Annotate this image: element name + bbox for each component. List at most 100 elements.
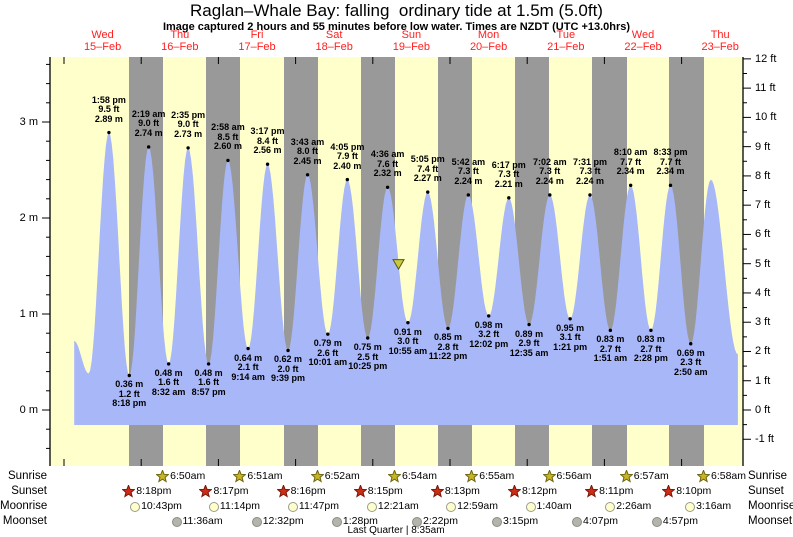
sunset-item: 8:17pm xyxy=(199,485,248,498)
day-label: Wed 15–Feb xyxy=(83,29,122,53)
moonrise-time: 10:43pm xyxy=(141,500,182,512)
night-band xyxy=(129,57,164,466)
sunrise-item: 6:57am xyxy=(619,470,669,483)
sunrise-item: 6:50am xyxy=(156,470,205,483)
sun-moon-rows: Sunrise Sunrise Sunset Sunset Moonrise Moonri… xyxy=(0,466,793,537)
night-band xyxy=(514,57,550,466)
sunrise-star-icon xyxy=(542,470,556,483)
sunrise-time: 6:55am xyxy=(479,470,515,482)
row-label-right: Sunrise xyxy=(748,470,787,482)
sunset-time: 8:13pm xyxy=(444,485,480,497)
m-tick-label: 0 m xyxy=(19,404,38,416)
sunrise-item: 6:52am xyxy=(310,470,360,483)
m-tick-label: 3 m xyxy=(19,116,38,128)
sunrise-star-icon xyxy=(233,470,247,483)
night-band xyxy=(206,57,241,466)
moonrise-time: 3:16am xyxy=(696,500,732,512)
sunset-item: 8:13pm xyxy=(430,485,480,498)
row-label-left: Moonset xyxy=(2,515,47,527)
moonset-time: 12:32pm xyxy=(262,515,304,527)
sunrise-star-icon xyxy=(697,470,710,483)
ft-tick-label: 9 ft xyxy=(755,140,771,153)
sunset-time: 8:12pm xyxy=(521,485,557,497)
ft-tick-label: 6 ft xyxy=(755,228,771,241)
day-label: Wed 22–Feb xyxy=(624,29,662,53)
sunrise-time: 6:56am xyxy=(556,470,592,482)
moonset-moon-icon xyxy=(331,516,342,527)
moonrise-item: 12:21am xyxy=(366,500,419,513)
sunrise-item: 6:51am xyxy=(233,470,282,483)
moonrise-time: 11:14pm xyxy=(219,500,261,512)
sunset-time: 8:16pm xyxy=(290,485,326,497)
ft-tick-label: 11 ft xyxy=(755,82,776,95)
sunset-star-icon xyxy=(276,485,290,498)
ft-tick-label: 1 ft xyxy=(755,374,771,387)
day-label: Sun 19–Feb xyxy=(392,29,431,53)
ft-tick-label: 8 ft xyxy=(755,169,771,182)
moonrise-item: 2:26am xyxy=(605,500,651,513)
sunset-time: 8:17pm xyxy=(213,485,249,497)
sunset-item: 8:10pm xyxy=(662,485,711,498)
moonset-item: 3:15pm xyxy=(492,515,538,528)
moonrise-item: 1:40am xyxy=(525,500,572,513)
moonrise-moon-icon xyxy=(366,501,377,512)
row-label-left: Moonrise xyxy=(0,500,48,512)
moonset-item: 4:57pm xyxy=(651,515,698,528)
sunset-item: 8:12pm xyxy=(507,485,557,498)
day-label: Sat 18–Feb xyxy=(315,29,353,53)
moonrise-time: 2:26am xyxy=(616,500,652,512)
sunset-time: 8:10pm xyxy=(676,485,712,497)
sunrise-star-icon xyxy=(619,470,633,483)
sunset-item: 8:15pm xyxy=(353,485,403,498)
sunrise-time: 6:52am xyxy=(324,470,360,482)
moonset-time: 4:07pm xyxy=(583,515,619,527)
sunrise-time: 6:51am xyxy=(247,470,283,482)
moonrise-moon-icon xyxy=(525,501,536,512)
sunset-star-icon xyxy=(662,485,676,498)
moonset-moon-icon xyxy=(651,516,662,527)
moonrise-item: 12:59am xyxy=(446,500,498,513)
sunrise-item: 6:58am xyxy=(697,470,746,483)
night-band xyxy=(437,57,473,466)
moonrise-moon-icon xyxy=(287,501,298,512)
moonrise-moon-icon xyxy=(208,501,219,512)
sunset-star-icon xyxy=(353,485,367,498)
m-tick-label: 1 m xyxy=(19,308,38,320)
moonrise-time: 11:47pm xyxy=(298,500,339,512)
sunrise-star-icon xyxy=(310,470,324,483)
row-label-left: Sunset xyxy=(11,485,47,497)
moonset-moon-icon xyxy=(412,516,422,527)
moonrise-item: 11:14pm xyxy=(208,500,261,513)
moonset-time: 11:36am xyxy=(182,515,223,527)
night-band xyxy=(592,57,627,466)
moonset-item: 4:07pm xyxy=(572,515,618,528)
ft-tick-label: 3 ft xyxy=(755,316,771,329)
plot-area xyxy=(50,57,743,466)
sunset-star-icon xyxy=(507,485,521,498)
day-label: Thu 16–Feb xyxy=(161,29,199,53)
moonset-time: 1:28pm xyxy=(342,515,378,527)
row-label-left: Sunrise xyxy=(8,470,47,482)
sunset-time: 8:18pm xyxy=(136,485,172,497)
sunrise-time: 6:50am xyxy=(170,470,206,482)
moonset-moon-icon xyxy=(251,516,262,527)
moonset-time: 4:57pm xyxy=(662,515,698,527)
moonset-moon-icon xyxy=(572,516,583,527)
moonrise-item: 3:16am xyxy=(685,500,731,513)
row-label-right: Moonset xyxy=(748,515,793,527)
sunrise-time: 6:58am xyxy=(711,470,747,482)
day-label: Mon 20–Feb xyxy=(469,29,508,53)
moonset-item: 11:36am xyxy=(171,515,223,528)
ft-tick-label: -1 ft xyxy=(755,433,774,446)
moonrise-time: 1:40am xyxy=(536,500,572,512)
sunset-time: 8:11pm xyxy=(599,485,634,497)
sunrise-item: 6:54am xyxy=(387,470,437,483)
moonset-time: 2:22pm xyxy=(423,515,459,527)
ft-tick-label: 10 ft xyxy=(755,111,777,124)
row-label-right: Moonrise xyxy=(748,500,793,512)
sunset-star-icon xyxy=(430,485,444,498)
moonset-item: 12:32pm xyxy=(251,515,304,528)
sunset-star-icon xyxy=(199,485,213,498)
sunset-item: 8:11pm xyxy=(585,485,633,498)
row-label-right: Sunset xyxy=(748,485,784,497)
